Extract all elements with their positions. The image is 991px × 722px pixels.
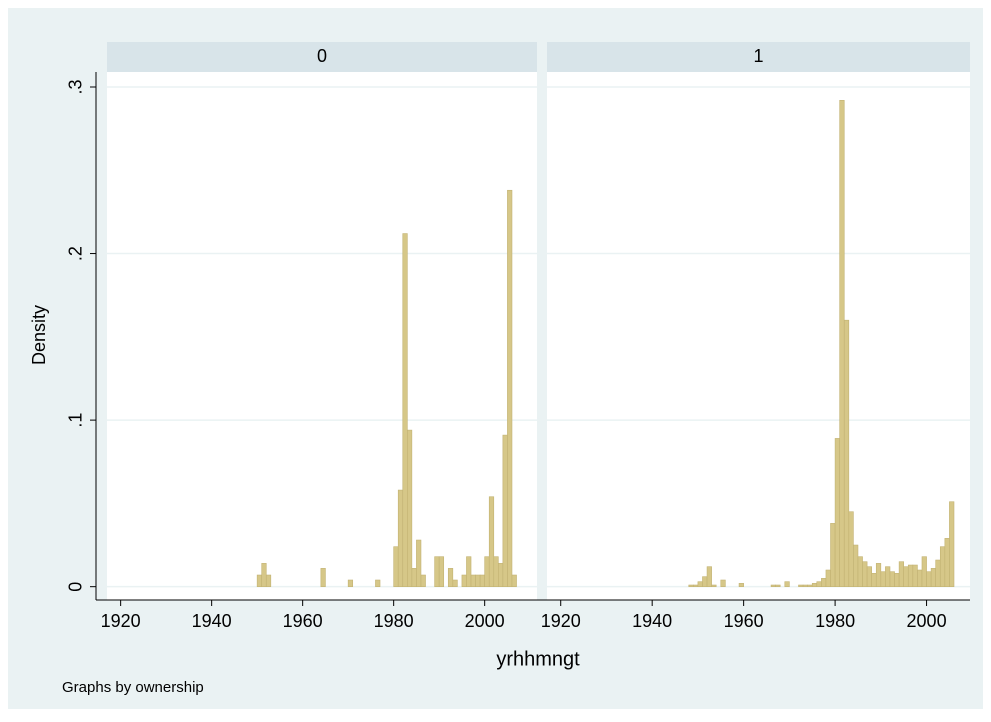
plot-area (547, 72, 970, 600)
bar (798, 584, 804, 587)
bar (466, 556, 472, 587)
panel-title: 0 (317, 46, 327, 66)
bar (479, 574, 485, 587)
y-tick-label: .1 (66, 413, 86, 428)
bar (507, 189, 513, 587)
bar (821, 578, 827, 587)
bar (848, 511, 854, 587)
bar (693, 584, 699, 587)
bar (402, 233, 408, 587)
bar (926, 571, 932, 587)
bar (407, 429, 413, 587)
bar (438, 556, 445, 587)
bar (816, 581, 822, 587)
bar (807, 584, 813, 587)
bar (470, 574, 476, 587)
y-tick-label: .3 (66, 79, 86, 94)
bar (393, 546, 399, 587)
bar (502, 434, 508, 587)
x-tick-label: 1920 (541, 611, 581, 631)
y-axis-label: Density (29, 305, 49, 365)
bar (830, 523, 836, 587)
bar (488, 496, 495, 587)
bar (898, 561, 904, 587)
bar (738, 583, 744, 587)
bar (935, 559, 941, 587)
bar (871, 573, 877, 587)
bar (912, 564, 918, 587)
note: Graphs by ownership (62, 679, 204, 696)
bar (930, 568, 937, 587)
x-tick-label: 1940 (192, 611, 232, 631)
bar (511, 574, 517, 587)
x-tick-label: 1960 (283, 611, 323, 631)
x-tick-label: 2000 (907, 611, 947, 631)
bar (839, 100, 845, 587)
bar (784, 581, 790, 587)
bar (802, 584, 808, 587)
bar (770, 584, 776, 587)
bar (498, 563, 504, 587)
bar (894, 573, 900, 587)
bar (702, 576, 708, 587)
panel-title: 1 (753, 46, 763, 66)
bar (903, 566, 909, 587)
y-tick-label: .2 (66, 246, 86, 261)
bar (434, 556, 440, 587)
bar (706, 566, 712, 587)
bar (875, 563, 882, 587)
bar (447, 568, 454, 587)
bar (688, 584, 694, 587)
bar (811, 583, 818, 587)
x-tick-label: 1940 (632, 611, 672, 631)
strip (547, 42, 970, 72)
bar (493, 556, 499, 587)
bar (889, 571, 895, 587)
bar (775, 584, 781, 587)
x-tick-label: 1920 (101, 611, 141, 631)
plot-area (107, 72, 537, 600)
x-tick-label: 1960 (724, 611, 764, 631)
bar (866, 566, 872, 587)
bar (862, 561, 868, 587)
bar (939, 546, 946, 587)
bar (484, 556, 490, 587)
bar (265, 574, 272, 587)
bar (461, 574, 467, 587)
bar (411, 568, 417, 587)
bar (256, 574, 263, 587)
bar (949, 501, 955, 587)
bar (720, 579, 726, 587)
bar (843, 319, 850, 587)
bar (452, 579, 458, 587)
bar (907, 564, 914, 587)
bar (420, 574, 426, 587)
bar (711, 584, 717, 587)
bar (921, 556, 927, 587)
bar (880, 571, 886, 587)
bar (834, 438, 840, 587)
bar (261, 563, 267, 587)
x-tick-label: 1980 (374, 611, 414, 631)
bar (416, 539, 422, 587)
strip (107, 42, 537, 72)
x-tick-label: 2000 (465, 611, 505, 631)
bar (375, 579, 381, 587)
bar (397, 489, 404, 587)
bar (917, 569, 923, 587)
x-tick-label: 1980 (815, 611, 855, 631)
bar (825, 569, 831, 587)
bar (347, 579, 354, 587)
bar (885, 566, 891, 587)
bar (697, 581, 703, 587)
bar (944, 538, 950, 587)
bar (857, 556, 863, 587)
bar (853, 544, 859, 587)
bar (320, 568, 326, 587)
bar (475, 574, 481, 587)
x-axis-label: yrhhmngt (496, 648, 580, 670)
y-tick-label: 0 (66, 582, 86, 592)
